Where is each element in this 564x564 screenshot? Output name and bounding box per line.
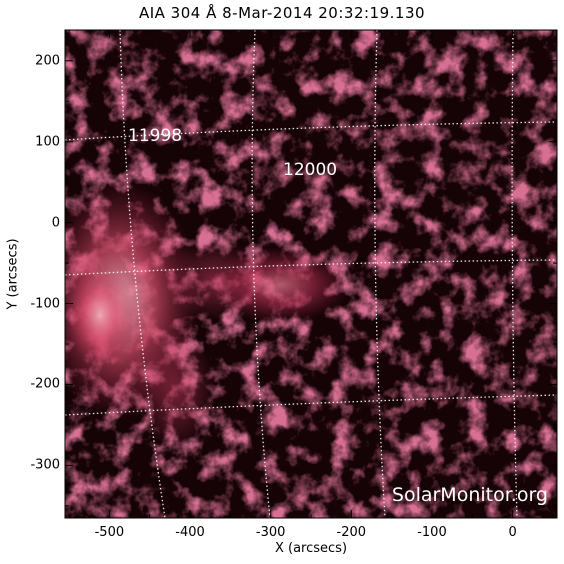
y-tick-label: -200 xyxy=(30,376,60,392)
y-tick-label: -300 xyxy=(30,457,60,473)
x-tick-label: -300 xyxy=(255,525,286,540)
x-tick-label: -500 xyxy=(94,525,125,540)
x-tick-label: -400 xyxy=(175,525,205,540)
plot-title: AIA 304 Å 8-Mar-2014 20:32:19.130 xyxy=(138,4,426,22)
bright-patch xyxy=(135,330,215,450)
credit-watermark: SolarMonitor.org xyxy=(391,484,548,506)
solar-euv-image xyxy=(65,30,557,518)
x-tick-label: -100 xyxy=(417,525,447,540)
y-tick-label: 100 xyxy=(35,134,60,150)
longitude-line xyxy=(374,30,386,518)
y-tick-label: 200 xyxy=(35,53,60,69)
x-tick-label: 0 xyxy=(508,525,517,540)
longitude-line xyxy=(511,30,518,518)
region-label-11998: 11998 xyxy=(128,126,183,146)
active-region-core xyxy=(65,265,135,365)
x-tick-label: -200 xyxy=(336,525,367,540)
y-tick-label: 0 xyxy=(51,215,60,231)
bright-patch xyxy=(165,240,265,320)
x-axis-label: X (arcsecs) xyxy=(274,541,348,556)
longitude-line xyxy=(251,30,271,518)
region-label-12000: 12000 xyxy=(283,160,338,180)
y-axis-label: Y (arcsecs) xyxy=(5,238,21,310)
heliographic-grid xyxy=(65,30,557,518)
y-tick-label: -100 xyxy=(30,296,60,312)
